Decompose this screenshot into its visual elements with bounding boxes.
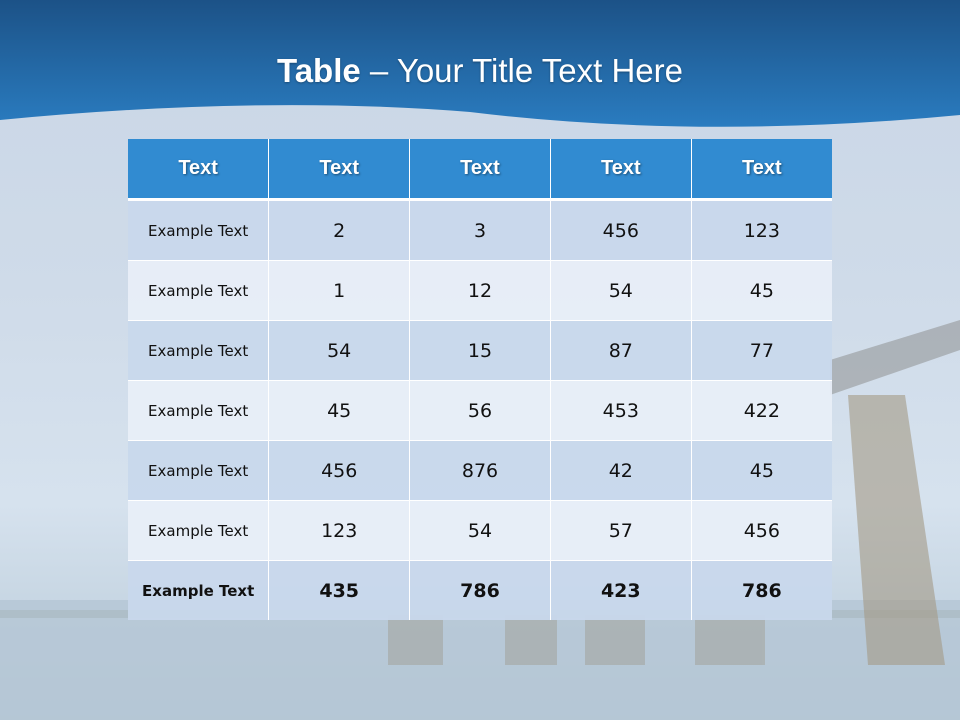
table-cell: 45	[691, 440, 832, 501]
table-cell: 54	[409, 500, 551, 561]
table-cell: 456	[550, 199, 692, 261]
table-cell: 876	[409, 440, 551, 501]
table-cell: 42	[550, 440, 692, 501]
slide-title: Table – Your Title Text Here	[0, 52, 960, 90]
row-label: Example Text	[128, 500, 270, 561]
data-table: Text Text Text Text Text Example Text 2 3 456 12…	[128, 139, 832, 620]
column-header: Text	[409, 139, 551, 201]
title-bold: Table	[277, 52, 361, 89]
header-wave	[0, 0, 960, 127]
table-row: Example Text 456 876 42 45	[128, 440, 832, 501]
row-label: Example Text	[128, 260, 270, 321]
table-row: Example Text 123 54 57 456	[128, 500, 832, 561]
table-cell: 1	[268, 260, 411, 321]
table-cell: 422	[691, 380, 832, 441]
table-cell: 423	[550, 560, 692, 620]
column-header: Text	[268, 139, 411, 201]
table-cell: 453	[550, 380, 692, 441]
table-cell: 15	[409, 320, 551, 381]
table-cell: 77	[691, 320, 832, 381]
table-row: Example Text 1 12 54 45	[128, 260, 832, 321]
table-header-row: Text Text Text Text Text	[128, 139, 832, 201]
table-cell: 87	[550, 320, 692, 381]
row-label: Example Text	[128, 199, 270, 261]
table-cell: 786	[691, 560, 832, 620]
table-cell: 456	[268, 440, 411, 501]
table-cell: 54	[268, 320, 411, 381]
table-cell: 123	[691, 199, 832, 261]
table-cell: 456	[691, 500, 832, 561]
table-row: Example Text 2 3 456 123	[128, 199, 832, 261]
row-label: Example Text	[128, 380, 270, 441]
table-cell: 3	[409, 199, 551, 261]
table-cell: 2	[268, 199, 411, 261]
table-cell: 45	[268, 380, 411, 441]
row-label: Example Text	[128, 560, 270, 620]
row-label: Example Text	[128, 440, 270, 501]
table-cell: 786	[409, 560, 551, 620]
table-cell: 435	[268, 560, 411, 620]
table-row: Example Text 435 786 423 786	[128, 560, 832, 620]
table-cell: 45	[691, 260, 832, 321]
title-rest: – Your Title Text Here	[360, 52, 683, 89]
table-cell: 123	[268, 500, 411, 561]
table-cell: 54	[550, 260, 692, 321]
column-header: Text	[128, 139, 270, 201]
table-row: Example Text 45 56 453 422	[128, 380, 832, 441]
column-header: Text	[691, 139, 832, 201]
row-label: Example Text	[128, 320, 270, 381]
table-cell: 57	[550, 500, 692, 561]
table-cell: 56	[409, 380, 551, 441]
table-cell: 12	[409, 260, 551, 321]
table-row: Example Text 54 15 87 77	[128, 320, 832, 381]
column-header: Text	[550, 139, 692, 201]
